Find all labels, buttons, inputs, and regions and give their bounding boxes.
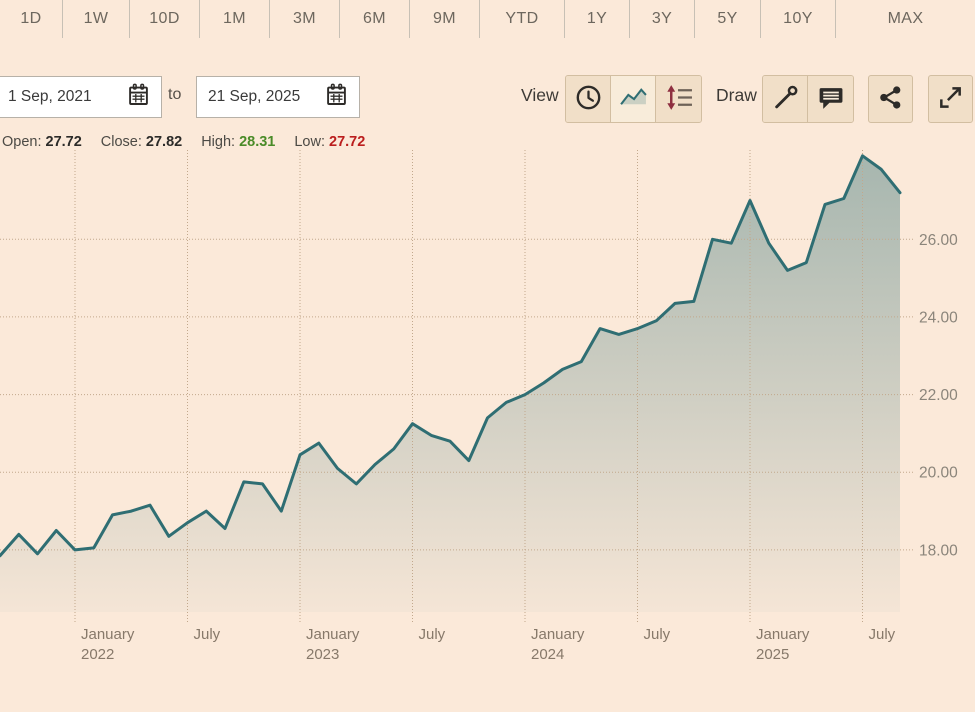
calendar-icon[interactable] (127, 83, 150, 112)
view-label: View (521, 85, 559, 105)
view-area-chart-button[interactable] (611, 76, 656, 122)
date-to-input[interactable]: 21 Sep, 2025 (196, 76, 360, 118)
draw-trendline-button[interactable] (763, 76, 808, 122)
tab-9m[interactable]: 9M (410, 0, 480, 38)
view-button-group (565, 75, 702, 123)
date-range-to-label: to (168, 86, 182, 103)
x-axis-label: January 2024 (531, 626, 585, 663)
tab-5y[interactable]: 5Y (695, 0, 761, 38)
tab-10y[interactable]: 10Y (761, 0, 836, 38)
x-axis-label: January 2023 (306, 626, 360, 663)
tab-1y[interactable]: 1Y (565, 0, 630, 38)
x-axis-label: January 2022 (81, 626, 135, 663)
share-icon (878, 84, 903, 114)
x-axis-label: January 2025 (756, 626, 810, 663)
x-axis-label: July (419, 626, 446, 643)
y-axis-label: 18.00 (919, 542, 958, 559)
view-scale-button[interactable] (656, 76, 701, 122)
tab-6m[interactable]: 6M (340, 0, 410, 38)
clock-icon (575, 84, 602, 114)
tab-3y[interactable]: 3Y (630, 0, 695, 38)
draw-button-group (762, 75, 854, 123)
price-line (0, 154, 902, 558)
date-from-value: 1 Sep, 2021 (8, 88, 92, 105)
date-from-input[interactable]: 1 Sep, 2021 (0, 76, 162, 118)
price-area (0, 155, 900, 613)
annotation-icon (817, 85, 844, 113)
draw-annotation-button[interactable] (808, 76, 853, 122)
tab-ytd[interactable]: YTD (480, 0, 565, 38)
share-button[interactable] (868, 75, 913, 123)
date-to-value: 21 Sep, 2025 (208, 88, 301, 105)
chart-controls: 1 Sep, 2021 to 21 Sep, 2025 (0, 75, 975, 123)
y-axis-label: 26.00 (919, 232, 958, 249)
calendar-icon[interactable] (325, 83, 348, 112)
area-chart-icon (619, 85, 648, 113)
scale-lines-icon (664, 84, 693, 114)
fullscreen-icon (938, 85, 963, 113)
x-axis-label: July (869, 626, 896, 643)
fullscreen-button[interactable] (928, 75, 973, 123)
tab-max[interactable]: MAX (887, 10, 924, 27)
x-axis-label: July (644, 626, 671, 643)
tab-1d[interactable]: 1D (0, 0, 63, 38)
view-interval-button[interactable] (566, 76, 611, 122)
ohlc-open: Open: 27.72 (2, 134, 82, 150)
tab-1m[interactable]: 1M (200, 0, 270, 38)
y-axis-label: 20.00 (919, 465, 958, 482)
chart-area: 26.00 24.00 22.00 20.00 18.00 January 2022 July… (0, 150, 975, 707)
draw-label: Draw (716, 85, 757, 105)
range-tabbar: 1D 1W 10D 1M 3M 6M 9M YTD 1Y 3Y 5Y 10Y MAX (0, 0, 975, 38)
tab-1w[interactable]: 1W (63, 0, 130, 38)
y-axis-label: 24.00 (919, 309, 958, 326)
tab-10d[interactable]: 10D (130, 0, 200, 38)
trendline-icon (772, 84, 799, 114)
ohlc-high: High: 28.31 (201, 134, 276, 150)
price-chart[interactable]: 26.00 24.00 22.00 20.00 18.00 January 2022 July… (0, 150, 975, 707)
tab-3m[interactable]: 3M (270, 0, 340, 38)
x-axis-label: July (194, 626, 221, 643)
gridlines (0, 150, 913, 622)
ohlc-low: Low: 27.72 (294, 134, 366, 150)
ohlc-close: Close: 27.82 (100, 134, 183, 150)
ohlc-readout: Open: 27.72 Close: 27.82 High: 28.31 Low: 27… (2, 134, 365, 150)
y-axis-label: 22.00 (919, 387, 958, 404)
